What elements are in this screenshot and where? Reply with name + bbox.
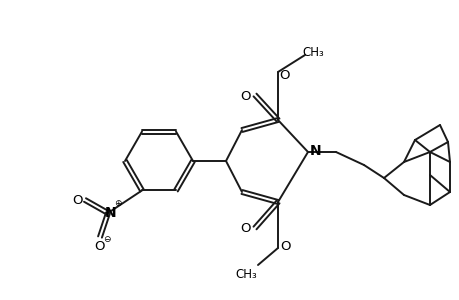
Text: O: O	[73, 194, 83, 206]
Text: CH₃: CH₃	[235, 268, 256, 281]
Text: O: O	[280, 239, 291, 253]
Text: ⊕: ⊕	[114, 200, 122, 208]
Text: N: N	[105, 206, 117, 220]
Text: O: O	[95, 239, 105, 253]
Text: CH₃: CH₃	[302, 46, 323, 59]
Text: O: O	[240, 89, 251, 103]
Text: ⊖: ⊖	[103, 235, 111, 244]
Text: O: O	[240, 223, 251, 236]
Text: N: N	[309, 144, 321, 158]
Text: O: O	[279, 68, 290, 82]
